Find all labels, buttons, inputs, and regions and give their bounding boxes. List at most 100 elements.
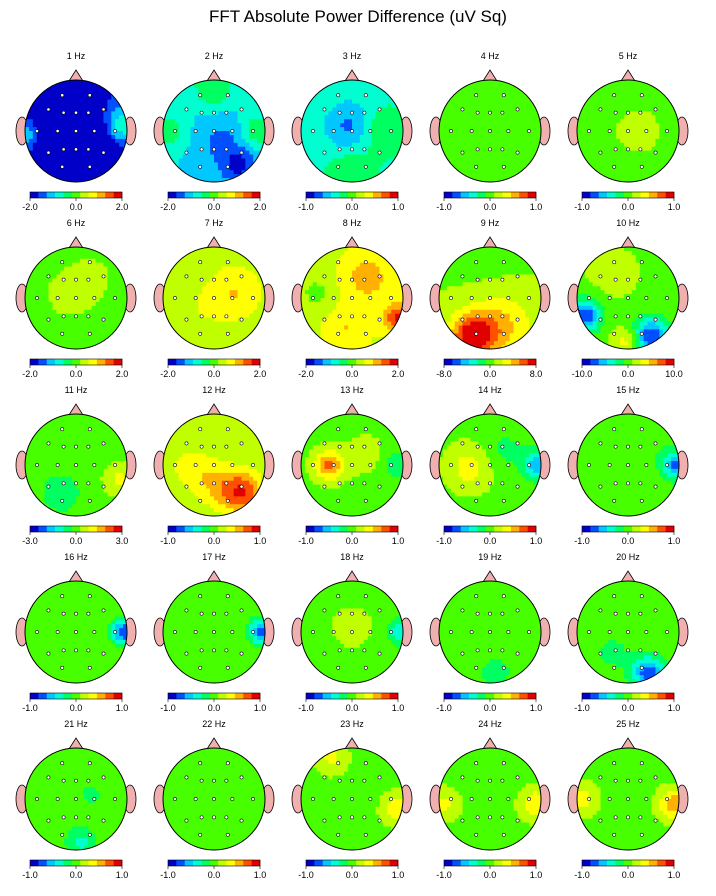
electrode-dot	[212, 797, 216, 801]
electrode-dot	[638, 314, 643, 319]
colorbar-segment	[306, 359, 315, 365]
head-outline	[162, 413, 266, 517]
colorbar-segment	[452, 359, 462, 365]
electrode-dot	[55, 296, 60, 300]
electrode-dot	[501, 665, 506, 670]
colorbar-tick-label: 0.0	[208, 870, 221, 880]
electrode-dot	[74, 778, 78, 783]
colorbar-segment	[502, 693, 512, 699]
electrode-dot	[173, 129, 177, 133]
colorbar-tick-label: -1.0	[436, 703, 452, 713]
colorbar-segment	[469, 860, 478, 866]
electrode-dot	[224, 147, 229, 152]
electrode-dot	[587, 129, 591, 133]
colorbar-segment	[314, 359, 324, 365]
colorbar-segment	[55, 359, 64, 365]
map-label: 16 Hz	[64, 552, 88, 562]
electrode-dot	[61, 110, 66, 115]
colorbar-segment	[234, 860, 244, 866]
colorbar-segment	[452, 526, 462, 532]
colorbar-segment	[640, 693, 650, 699]
electrode-dot	[612, 93, 617, 98]
colorbar-segment	[510, 526, 520, 532]
electrode-dot	[350, 611, 354, 616]
electrode-dot	[311, 296, 315, 300]
electrode-dot	[225, 665, 230, 670]
electrode-dot	[336, 260, 341, 265]
electrode-dot	[113, 463, 117, 467]
electrode-dot	[193, 296, 198, 300]
electrode-dot	[587, 296, 591, 300]
colorbar-tick-label: 0.0	[346, 870, 359, 880]
electrode-dot	[501, 260, 506, 265]
colorbar-segment	[364, 192, 374, 198]
colorbar-segment	[184, 693, 194, 699]
colorbar-tick-label: -1.0	[436, 536, 452, 546]
colorbar-segment	[193, 192, 202, 198]
electrode-dot	[46, 818, 51, 823]
electrode-dot	[212, 778, 216, 783]
electrode-dot	[469, 630, 474, 634]
electrode-dot	[173, 797, 177, 801]
electrode-dot	[475, 147, 480, 152]
electrode-dot	[35, 630, 39, 634]
electrode-dot	[389, 463, 393, 467]
electrode-dot	[212, 444, 216, 449]
colorbar-tick-label: 0.0	[346, 202, 359, 212]
head-outline	[300, 747, 404, 851]
colorbar-tick-label: 1.0	[668, 870, 681, 880]
electrode-dot	[239, 441, 244, 446]
electrode-dot	[363, 832, 368, 837]
electrode-dot	[488, 277, 492, 282]
electrode-dot	[377, 484, 382, 489]
electrode-dot	[500, 778, 505, 783]
nose	[482, 236, 498, 249]
map-label: 5 Hz	[619, 51, 638, 61]
electrode-dot	[337, 778, 342, 783]
colorbar-tick-label: -1.0	[22, 870, 38, 880]
electrode-dot	[638, 778, 643, 783]
electrode-dot	[87, 761, 92, 766]
electrode-dot	[331, 797, 336, 801]
colorbar-segment	[168, 860, 177, 866]
map-label: 11 Hz	[65, 385, 88, 395]
colorbar-segment	[63, 860, 73, 866]
topomap-23: 23 Hz -1.0 0.0 1.0	[291, 719, 413, 880]
colorbar-tick-label: -2.0	[22, 202, 38, 212]
electrode-dot	[653, 651, 658, 656]
electrode-dot	[475, 444, 480, 449]
electrode-dot	[86, 648, 91, 653]
colorbar-segment	[590, 359, 600, 365]
colorbar-segment	[30, 526, 39, 532]
electrode-dot	[653, 484, 658, 489]
colorbar-segment	[339, 693, 349, 699]
head-outline	[162, 747, 266, 851]
electrode-dot	[613, 444, 618, 449]
colorbar-tick-label: 0.0	[484, 536, 497, 546]
electrode-dot	[184, 274, 189, 279]
colorbar-segment	[322, 192, 332, 198]
electrode-dot	[199, 778, 204, 783]
electrode-dot	[225, 832, 230, 837]
electrode-dot	[60, 93, 65, 98]
electrode-dot	[60, 498, 65, 503]
colorbar-segment	[364, 693, 374, 699]
electrode-dot	[363, 260, 368, 265]
electrode-dot	[74, 611, 78, 616]
electrode-dot	[350, 147, 354, 152]
electrode-dot	[173, 630, 177, 634]
colorbar-segment	[339, 359, 349, 365]
electrode-dot	[506, 463, 511, 467]
electrode-dot	[46, 150, 51, 155]
electrode-dot	[239, 317, 244, 322]
electrode-dot	[460, 651, 465, 656]
colorbar-segment	[615, 192, 625, 198]
nose	[344, 403, 360, 416]
electrode-dot	[212, 648, 216, 653]
electrode-dot	[173, 463, 177, 467]
colorbar-segment	[444, 860, 453, 866]
electrode-dot	[212, 110, 216, 115]
electrode-dot	[61, 444, 66, 449]
map-label: 9 Hz	[481, 218, 500, 228]
topomap-20: 20 Hz -1.0 0.0 1.0	[567, 552, 689, 713]
